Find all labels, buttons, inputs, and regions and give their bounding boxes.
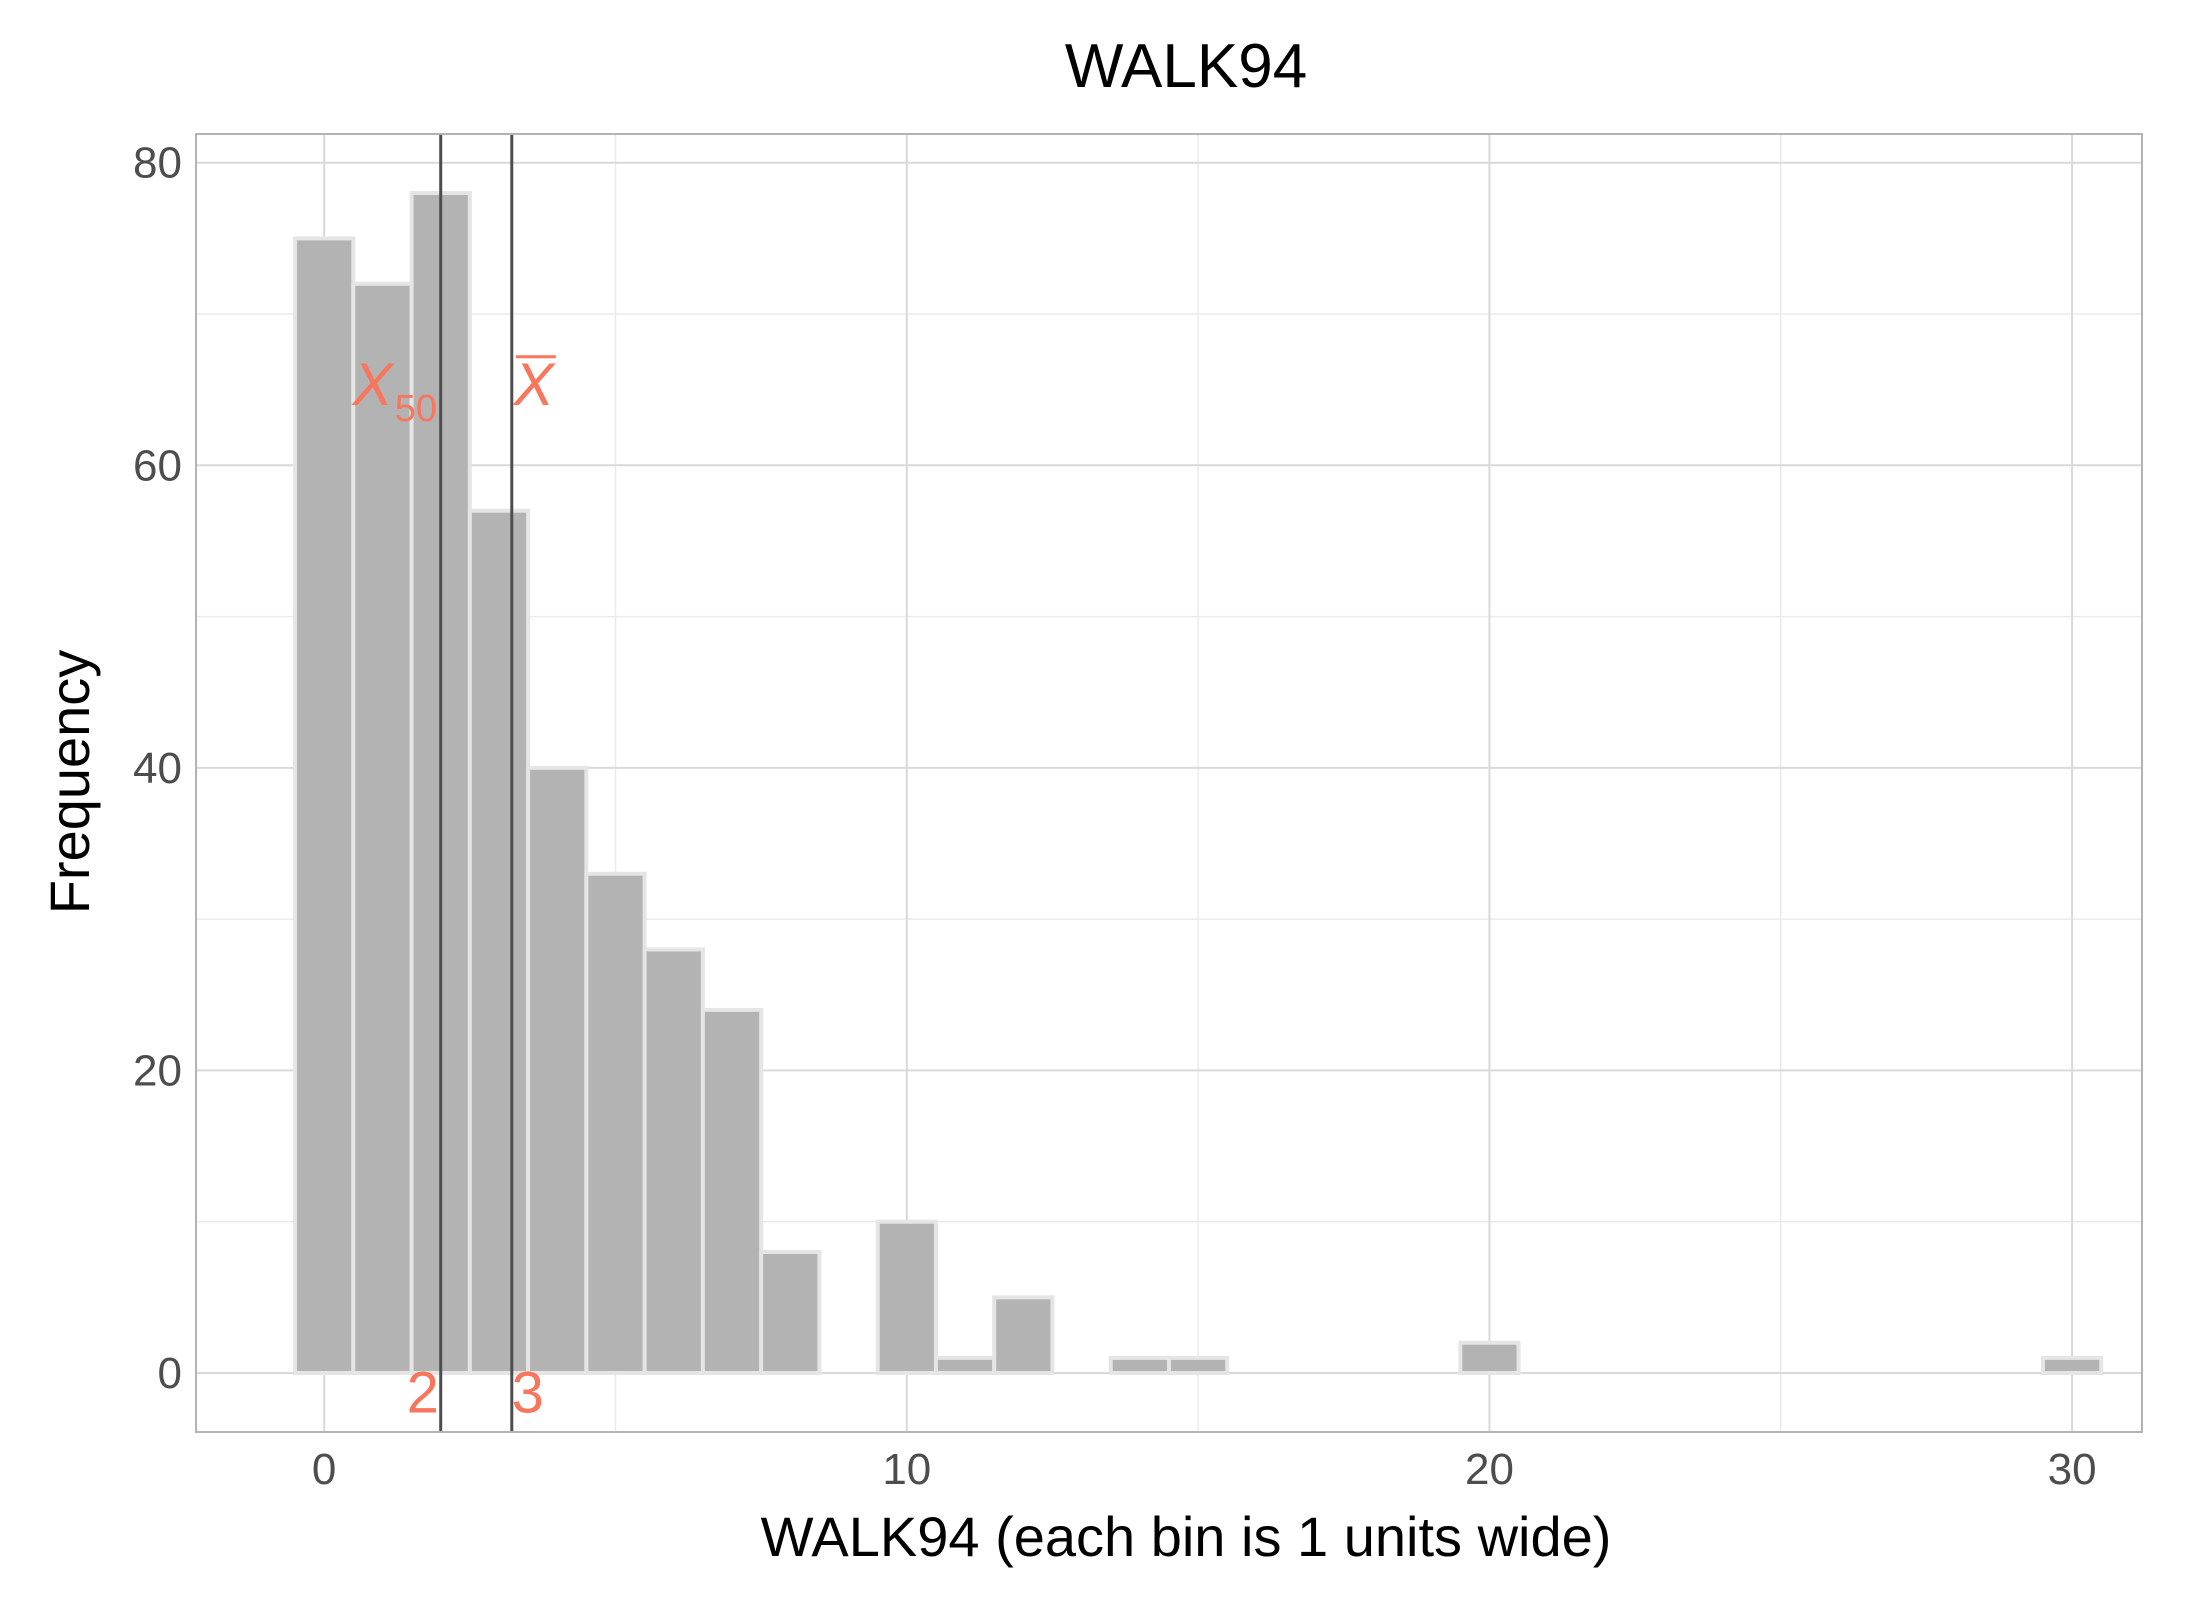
histogram-bar (700, 1007, 764, 1376)
reference-lines (439, 134, 514, 1432)
chart-title: WALK94 (1065, 32, 1307, 101)
histogram-bar (526, 765, 589, 1375)
histogram-bar (642, 947, 705, 1376)
median-symbol-label: X (351, 351, 395, 418)
panel-border (195, 133, 2143, 1433)
y-tick-label: 40 (133, 744, 182, 793)
mean-value-label: 3 (512, 1360, 544, 1425)
y-tick-label: 20 (133, 1046, 182, 1095)
y-tick-label: 80 (133, 139, 182, 188)
x-tick-label: 10 (882, 1445, 931, 1494)
histogram-bar (933, 1355, 997, 1376)
histogram-bar (293, 236, 356, 1375)
histogram-bar (875, 1219, 938, 1375)
histogram-bar (584, 871, 647, 1375)
x-tick-label: 0 (312, 1445, 336, 1494)
median-value-label: 2 (407, 1360, 439, 1425)
mean-symbol-label: X (512, 351, 556, 418)
histogram-bar (2040, 1355, 2104, 1376)
histogram-bar (1167, 1355, 1230, 1376)
y-tick-label: 60 (133, 441, 182, 490)
y-axis-tick-labels: 0 20 40 60 80 (133, 139, 182, 1398)
histogram-bar (351, 281, 414, 1375)
x-tick-label: 30 (2048, 1445, 2097, 1494)
histogram-bar (992, 1295, 1055, 1376)
median-subscript-label: 50 (395, 388, 437, 430)
x-tick-label: 20 (1465, 1445, 1514, 1494)
histogram-bar (759, 1249, 822, 1376)
histogram-bar (1108, 1355, 1172, 1376)
y-axis-title: Frequency (38, 650, 101, 915)
histogram-bar (1458, 1340, 1521, 1375)
histogram-bar (467, 508, 531, 1375)
y-tick-label: 0 (158, 1349, 182, 1398)
x-axis-title: WALK94 (each bin is 1 units wide) (761, 1505, 1612, 1568)
x-axis-tick-labels: 0 10 20 30 (312, 1445, 2097, 1494)
